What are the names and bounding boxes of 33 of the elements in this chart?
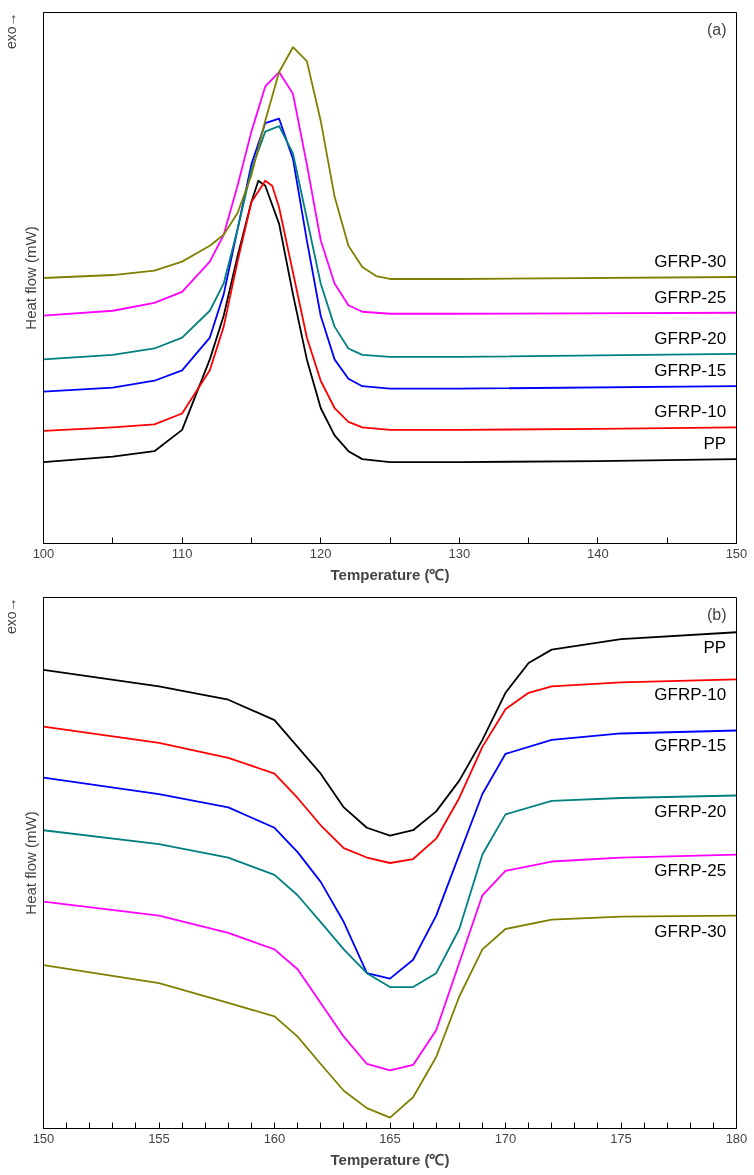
series-label: GFRP-30 [654, 252, 727, 272]
series-label: PP [703, 434, 727, 454]
x-axis-title: Temperature (℃) [330, 1150, 450, 1168]
x-tick-label: 155 [148, 1130, 170, 1146]
x-tick-label: 150 [32, 1130, 55, 1146]
series-label: GFRP-20 [654, 801, 727, 821]
series-label: GFRP-25 [654, 287, 727, 307]
x-tick-label: 170 [494, 1130, 517, 1146]
series-label: GFRP-30 [654, 921, 727, 941]
text: (a) [706, 20, 727, 38]
y-axis-title: Heat flow (mW) [21, 226, 39, 330]
x-tick-label: 140 [587, 545, 609, 561]
text: exo→ [2, 597, 19, 635]
x-tick-label: 150 [725, 545, 748, 561]
x-tick-label: 110 [171, 545, 193, 561]
series-label: GFRP-10 [654, 402, 727, 422]
series-label: GFRP-20 [654, 328, 727, 348]
y-axis-title: Heat flow (mW) [21, 811, 39, 915]
text: exo→ [2, 12, 19, 50]
series-label: PP [703, 638, 727, 658]
x-tick-label: 160 [263, 1130, 286, 1146]
x-tick-label: 165 [379, 1130, 401, 1146]
x-tick-label: 175 [610, 1130, 632, 1146]
text: (b) [706, 605, 727, 623]
x-tick-label: 100 [32, 545, 55, 561]
series-label: GFRP-15 [654, 361, 727, 381]
x-tick-label: 120 [309, 545, 332, 561]
x-tick-label: 130 [448, 545, 471, 561]
series-label: GFRP-15 [654, 736, 727, 756]
x-tick-label: 180 [725, 1130, 748, 1146]
series-label: GFRP-10 [654, 685, 727, 705]
x-axis-title: Temperature (℃) [330, 565, 450, 583]
series-label: GFRP-25 [654, 860, 727, 880]
